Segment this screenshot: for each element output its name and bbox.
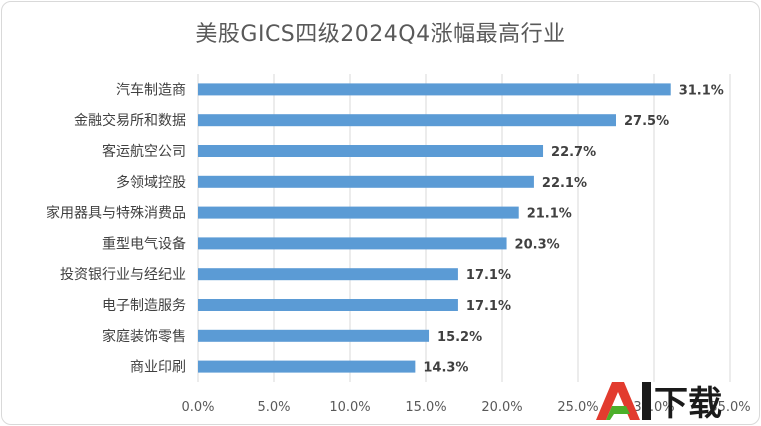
bar (198, 329, 430, 342)
category-label: 商业印刷 (130, 360, 186, 376)
x-tick-label: 10.0% (329, 400, 370, 415)
category-label: 客运航空公司 (102, 143, 186, 160)
bar (198, 145, 544, 157)
data-label: 21.1% (527, 207, 572, 222)
data-label: 14.3% (423, 361, 468, 376)
bars (198, 83, 671, 373)
data-label: 22.1% (542, 176, 587, 191)
data-label: 31.1% (679, 83, 724, 98)
x-tick-label: 15.0% (405, 400, 446, 415)
x-tick-label: 20.0% (481, 400, 522, 415)
bar (198, 360, 416, 373)
bar (198, 206, 519, 219)
category-label: 家庭装饰零售 (102, 328, 186, 345)
category-label: 多领域控股 (116, 174, 186, 191)
chart-title: 美股GICS四级2024Q4涨幅最高行业 (195, 22, 566, 47)
bar (198, 237, 507, 250)
bar (198, 299, 458, 311)
x-tick-labels: 0.0% 5.0% 10.0% 15.0% 20.0% 25.0% 30.0% 35.0% (181, 400, 750, 415)
bar (198, 175, 534, 188)
x-tick-label: 0.0% (181, 400, 214, 415)
data-label: 15.2% (437, 330, 482, 345)
x-tick-label: 35.0% (709, 400, 750, 415)
bar (198, 268, 458, 281)
svg-text:下载: 下载 (654, 384, 722, 424)
ai-download-watermark-logo: 下载 (596, 382, 722, 424)
value-labels: 31.1% 27.5% 22.7% 22.1% 21.1% 20.3% 17.1% 17.1%… (423, 83, 723, 375)
x-tick-label: 25.0% (557, 400, 598, 415)
category-label: 家用器具与特殊消费品 (46, 205, 186, 222)
data-label: 20.3% (515, 237, 560, 252)
x-tick-label: 5.0% (257, 400, 290, 415)
data-label: 17.1% (466, 268, 511, 283)
data-label: 22.7% (551, 145, 596, 160)
bar (198, 83, 671, 96)
bar (198, 114, 616, 127)
category-label: 汽车制造商 (116, 81, 186, 98)
category-labels: 汽车制造商金融交易所和数据客运航空公司多领域控股家用器具与特殊消费品重型电气设备… (46, 81, 186, 375)
category-label: 电子制造服务 (102, 298, 186, 314)
category-label: 投资银行业与经纪业 (60, 267, 186, 283)
data-label: 17.1% (466, 299, 511, 314)
category-label: 重型电气设备 (102, 235, 186, 252)
data-label: 27.5% (624, 114, 669, 129)
category-label: 金融交易所和数据 (74, 112, 186, 129)
